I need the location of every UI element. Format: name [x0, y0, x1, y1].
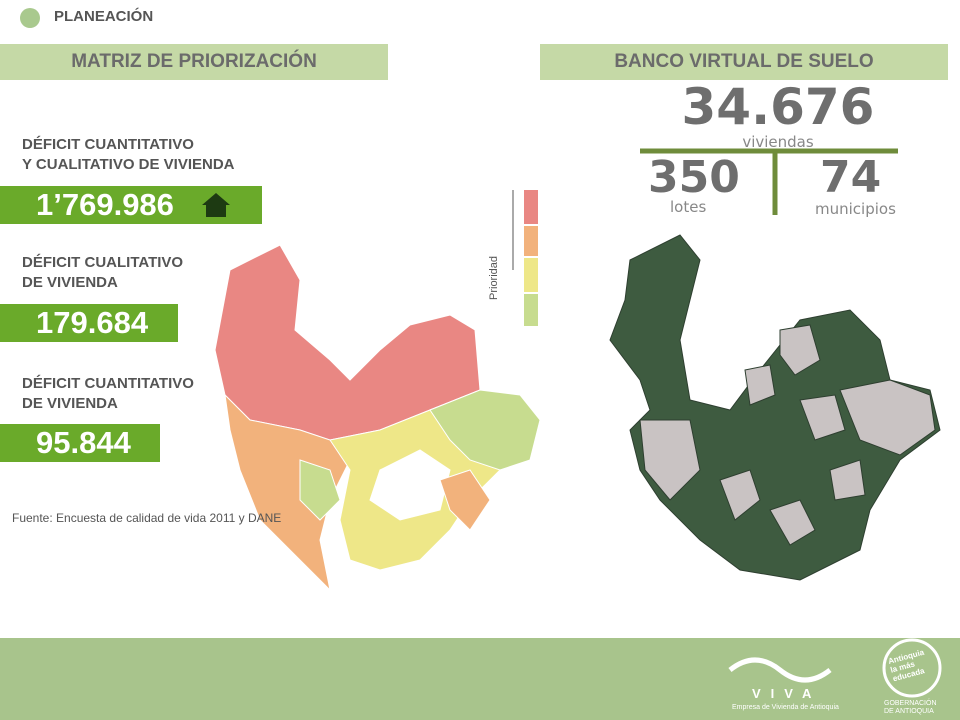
value: 1’769.986: [36, 187, 174, 222]
item-value: 95.844: [0, 424, 160, 462]
panel-title: BANCO VIRTUAL DE SUELO: [540, 44, 948, 80]
item-value: 179.684: [0, 304, 178, 342]
priority-map: [214, 244, 541, 592]
item-label: DÉFICIT CUALITATIVO DE VIVIENDA: [22, 253, 183, 293]
line: DE VIVIENDA: [22, 274, 118, 291]
line: DE VIVIENDA: [22, 395, 118, 412]
viva-logo: [728, 657, 832, 683]
gov-badge: [882, 638, 942, 698]
line: DÉFICIT CUANTITATIVO: [22, 136, 194, 153]
legend-label: Prioridad: [488, 255, 500, 300]
land-bank-map: [609, 234, 941, 581]
line: DÉFICIT CUANTITATIVO: [22, 375, 194, 392]
lots-unit: lotes: [670, 198, 707, 216]
total-unit: viviendas: [742, 133, 814, 151]
line: GOBERNACIÓN: [884, 700, 937, 707]
towns-value: 74: [820, 152, 882, 203]
line: DE ANTIOQUIA: [884, 708, 934, 715]
gov-name: GOBERNACIÓN DE ANTIOQUIA: [884, 700, 937, 716]
section-title: PLANEACIÓN: [54, 8, 154, 25]
item-label: DÉFICIT CUANTITATIVO Y CUALITATIVO DE VIV…: [22, 135, 235, 175]
lots-value: 350: [648, 152, 740, 203]
item-label: DÉFICIT CUANTITATIVO DE VIVIENDA: [22, 374, 194, 414]
item-value: 1’769.986: [0, 186, 262, 224]
towns-unit: municipios: [815, 200, 896, 218]
section-dot: [20, 8, 40, 28]
line: Y CUALITATIVO DE VIVIENDA: [22, 156, 235, 173]
line: DÉFICIT CUALITATIVO: [22, 254, 184, 271]
total-value: 34.676: [681, 78, 875, 136]
viva-sub: Empresa de Vivienda de Antioquia: [732, 704, 839, 711]
viva-name: VIVA: [752, 686, 822, 701]
panel-title: MATRIZ DE PRIORIZACIÓN: [0, 44, 388, 80]
priority-legend: [512, 190, 538, 326]
house-icon: [201, 193, 230, 217]
source: Fuente: Encuesta de calidad de vida 2011…: [12, 511, 282, 525]
